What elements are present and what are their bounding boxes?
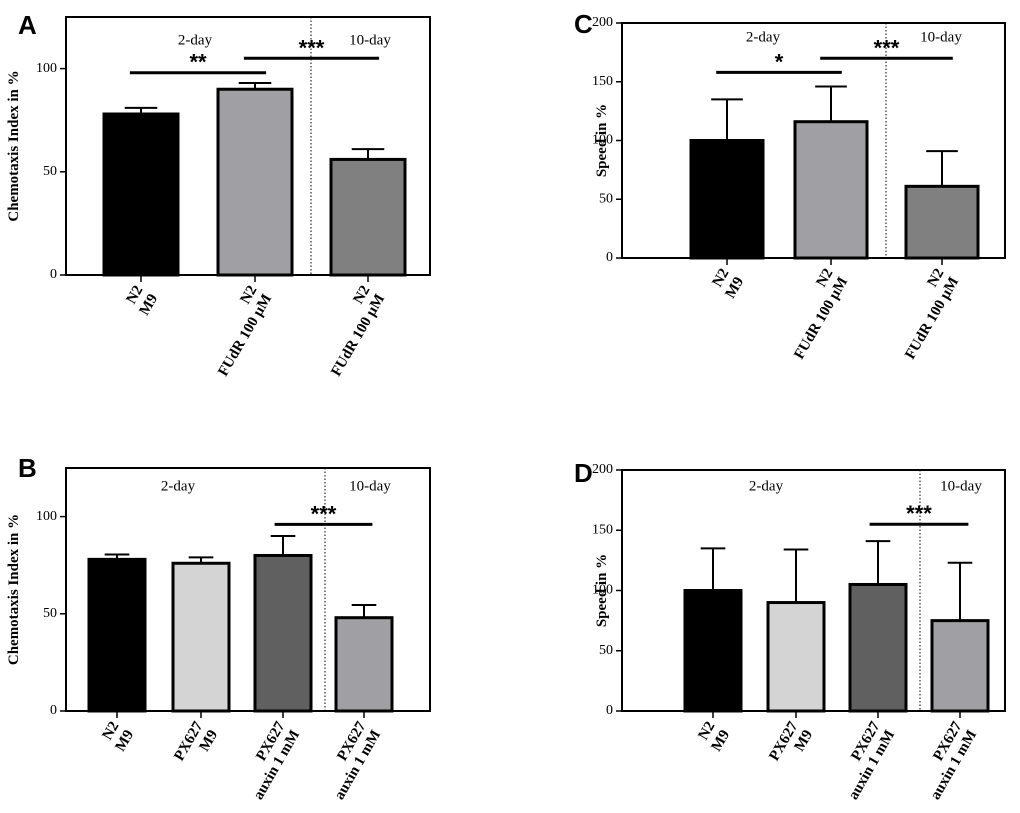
y-axis-label: Speed in % xyxy=(594,554,610,627)
x-tick-label-line: N2 xyxy=(813,266,836,290)
x-tick-label: N2M9 xyxy=(98,719,137,754)
y-tick-label: 100 xyxy=(36,509,57,524)
bar xyxy=(904,184,980,260)
x-tick-label-line: FUdR 100 µM xyxy=(902,275,962,363)
y-axis-label: Speed in % xyxy=(594,104,610,177)
x-tick-label-line: FUdR 100 µM xyxy=(215,292,275,380)
x-tick-label: N2M9 xyxy=(708,266,747,301)
bar xyxy=(793,120,869,260)
x-tick-label: PX627M9 xyxy=(171,719,221,773)
x-tick-label: N2M9 xyxy=(694,719,733,754)
x-tick-label: PX627auxin 1 mM xyxy=(317,719,385,803)
significance-label: * xyxy=(775,49,784,74)
y-tick-label: 0 xyxy=(50,703,57,718)
panel-label: C xyxy=(574,9,593,39)
panel-label: D xyxy=(574,458,593,488)
significance-label: *** xyxy=(906,501,932,526)
y-axis-label: Chemotaxis Index in % xyxy=(6,514,22,665)
bar xyxy=(766,601,826,713)
x-tick-label: PX627M9 xyxy=(766,719,816,773)
x-tick-label: PX627auxin 1 mM xyxy=(913,719,981,803)
plot-frame xyxy=(65,467,431,712)
chart-panel-b: B 0 50 100 Chemotaxis Index in % 2-day 10-day N… xyxy=(6,453,431,803)
y-tick-label: 100 xyxy=(592,133,613,148)
y-tick-label: 100 xyxy=(36,61,57,76)
bar xyxy=(216,87,294,277)
chart-panel-a: A 0 50 100 Chemotaxis Index in % 2-day 10-day N… xyxy=(6,10,431,379)
y-tick-label: 50 xyxy=(43,606,57,621)
chart-panel-d: D 0 50 100 150 200 Speed in % 2-day 10-day N2M9 PX… xyxy=(574,458,1006,803)
group-label: 10-day xyxy=(349,32,391,48)
group-label: 10-day xyxy=(920,29,962,45)
x-tick-label-line: FUdR 100 µM xyxy=(791,275,851,363)
x-tick-label: N2FUdR 100 µM xyxy=(888,266,963,362)
x-tick-label-line: N2 xyxy=(924,266,947,290)
y-tick-label: 0 xyxy=(50,267,57,282)
group-label: 2-day xyxy=(749,478,784,494)
bar xyxy=(334,616,394,713)
bar xyxy=(689,139,765,260)
group-label: 10-day xyxy=(349,478,391,494)
y-tick-label: 200 xyxy=(592,15,613,30)
x-tick-label-line: N2 xyxy=(350,283,373,307)
x-tick-label: PX627auxin 1 mM xyxy=(236,719,304,803)
y-tick-label: 200 xyxy=(592,462,613,477)
bar xyxy=(329,157,407,277)
significance-label: *** xyxy=(311,501,337,526)
y-tick-label: 100 xyxy=(592,583,613,598)
y-tick-label: 150 xyxy=(592,74,613,89)
y-tick-label: 0 xyxy=(606,703,613,718)
bar xyxy=(102,112,180,277)
y-tick-label: 150 xyxy=(592,522,613,537)
x-tick-label-line: N2 xyxy=(237,283,260,307)
x-tick-label: N2FUdR 100 µM xyxy=(314,283,389,379)
significance-label: *** xyxy=(874,35,900,60)
x-tick-label-line: N2 xyxy=(695,719,718,743)
y-tick-label: 50 xyxy=(43,164,57,179)
bar xyxy=(87,557,147,713)
y-axis-label: Chemotaxis Index in % xyxy=(6,70,22,221)
x-tick-label: PX627auxin 1 mM xyxy=(831,719,899,803)
panel-label: B xyxy=(18,453,37,483)
bar xyxy=(930,619,990,713)
significance-label: ** xyxy=(189,50,207,75)
group-label: 2-day xyxy=(161,478,196,494)
x-tick-label-line: N2 xyxy=(99,719,122,743)
significance-label: *** xyxy=(299,35,325,60)
y-tick-label: 0 xyxy=(606,250,613,265)
x-tick-label: N2FUdR 100 µM xyxy=(777,266,852,362)
x-tick-label-line: N2 xyxy=(123,283,146,307)
x-tick-label-line: N2 xyxy=(709,266,732,290)
x-tick-label: N2M9 xyxy=(122,283,161,318)
group-label: 2-day xyxy=(178,32,213,48)
x-tick-label: N2FUdR 100 µM xyxy=(201,283,276,379)
group-label: 2-day xyxy=(746,29,781,45)
y-tick-label: 50 xyxy=(599,643,613,658)
x-tick-label-line: FUdR 100 µM xyxy=(328,292,388,380)
bar xyxy=(253,553,313,713)
bar xyxy=(848,582,908,713)
bar xyxy=(683,589,743,713)
panel-label: A xyxy=(18,10,37,40)
bar xyxy=(171,561,231,713)
group-label: 10-day xyxy=(940,478,982,494)
y-tick-label: 50 xyxy=(599,191,613,206)
